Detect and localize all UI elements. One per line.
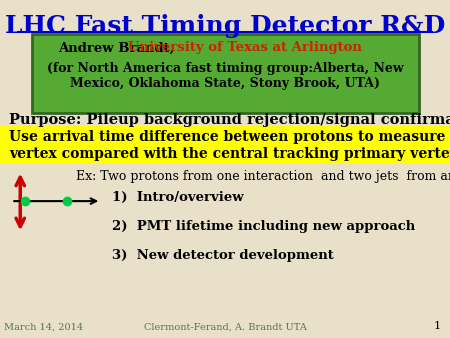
Text: Use arrival time difference between protons to measure z-: Use arrival time difference between prot… — [9, 130, 450, 144]
Text: 2)  PMT lifetime including new approach: 2) PMT lifetime including new approach — [112, 220, 416, 233]
FancyBboxPatch shape — [0, 125, 450, 164]
Text: March 14, 2014: March 14, 2014 — [4, 322, 84, 331]
Text: Clermont-Ferand, A. Brandt UTA: Clermont-Ferand, A. Brandt UTA — [144, 322, 306, 331]
Text: University of Texas at Arlington: University of Texas at Arlington — [128, 42, 362, 54]
FancyBboxPatch shape — [32, 34, 419, 113]
Text: Ex: Two protons from one interaction  and two jets  from another: Ex: Two protons from one interaction and… — [76, 170, 450, 183]
Text: Andrew Brandt,: Andrew Brandt, — [58, 42, 184, 54]
Text: LHC Fast Timing Detector R&D: LHC Fast Timing Detector R&D — [5, 14, 445, 38]
Text: (for North America fast timing group:Alberta, New
Mexico, Oklahoma State, Stony : (for North America fast timing group:Alb… — [47, 62, 403, 90]
Text: vertex compared with the central tracking primary vertex: vertex compared with the central trackin… — [9, 147, 450, 161]
Text: 3)  New detector development: 3) New detector development — [112, 249, 334, 262]
Text: 1)  Intro/overview: 1) Intro/overview — [112, 191, 244, 204]
Text: 1: 1 — [434, 321, 441, 331]
Text: Purpose: Pileup background rejection/signal confirmation: Purpose: Pileup background rejection/sig… — [9, 113, 450, 127]
